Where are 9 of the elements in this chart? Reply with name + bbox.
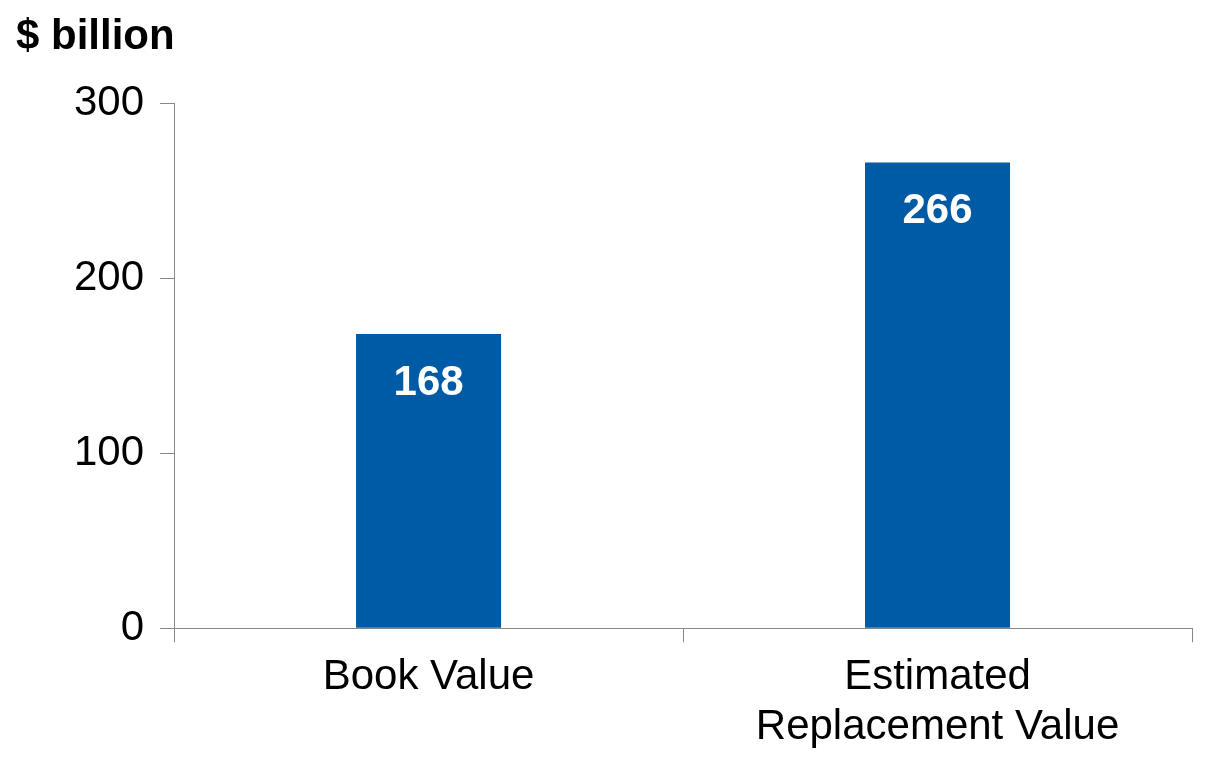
- y-tick-label: 200: [74, 251, 145, 299]
- y-axis-title: $ billion: [16, 10, 175, 58]
- y-tick-label: 300: [74, 76, 145, 124]
- x-tick-label: Book Value: [322, 650, 535, 698]
- data-label: 168: [393, 356, 464, 404]
- data-label: 266: [902, 185, 973, 233]
- y-tick-label: 0: [120, 601, 145, 649]
- y-tick-label: 100: [74, 426, 145, 474]
- x-tick-label: Estimated Replacement Value: [755, 650, 1120, 749]
